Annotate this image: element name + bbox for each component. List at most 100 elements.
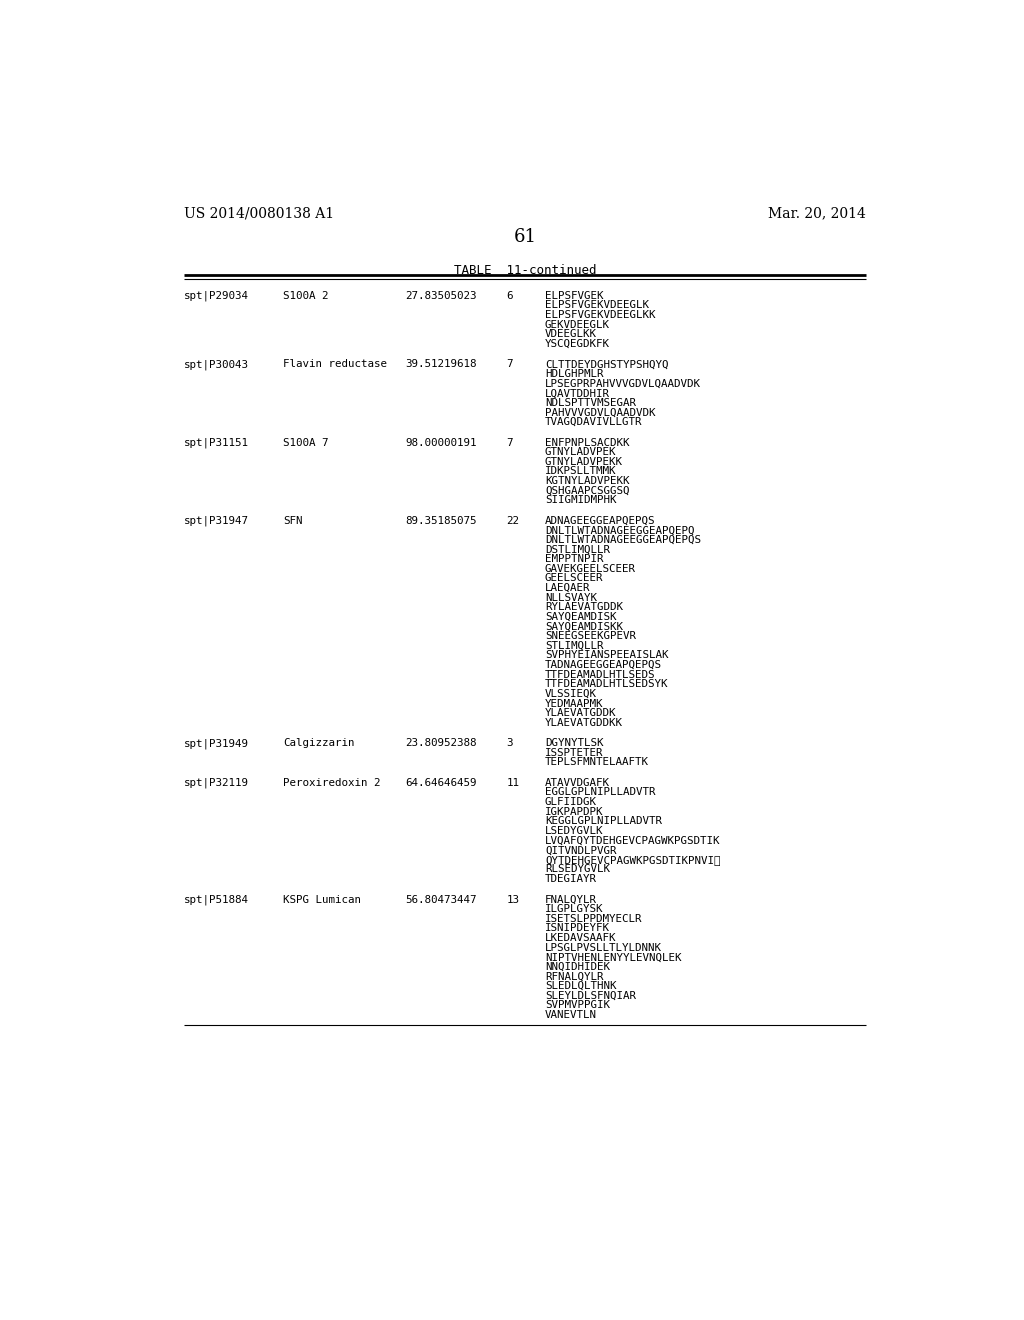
- Text: CLTTDEYDGHSTYPSHQYQ: CLTTDEYDGHSTYPSHQYQ: [545, 359, 669, 370]
- Text: TADNAGEEGGEAPQEPQS: TADNAGEEGGEAPQEPQS: [545, 660, 662, 671]
- Text: HDLGHPMLR: HDLGHPMLR: [545, 370, 603, 379]
- Text: TABLE  11-continued: TABLE 11-continued: [454, 264, 596, 277]
- Text: LQAVTDDHIR: LQAVTDDHIR: [545, 388, 610, 399]
- Text: VLSSIEQK: VLSSIEQK: [545, 689, 597, 698]
- Text: ELPSFVGEKVDEEGLKK: ELPSFVGEKVDEEGLKK: [545, 310, 655, 319]
- Text: DSTLIMQLLR: DSTLIMQLLR: [545, 545, 610, 554]
- Text: GTNYLADVPEK: GTNYLADVPEK: [545, 447, 616, 457]
- Text: DNLTLWTADNAGEEGGEAPQEPQS: DNLTLWTADNAGEEGGEAPQEPQS: [545, 535, 701, 545]
- Text: TVAGQDAVIVLLGTR: TVAGQDAVIVLLGTR: [545, 417, 642, 428]
- Text: FNALQYLR: FNALQYLR: [545, 895, 597, 904]
- Text: 61: 61: [513, 227, 537, 246]
- Text: spt|P31151: spt|P31151: [183, 437, 249, 447]
- Text: ISETSLPPDMYECLR: ISETSLPPDMYECLR: [545, 913, 642, 924]
- Text: Peroxiredoxin 2: Peroxiredoxin 2: [283, 777, 381, 788]
- Text: YSCQEGDKFK: YSCQEGDKFK: [545, 339, 610, 348]
- Text: 22: 22: [506, 516, 519, 525]
- Text: ELPSFVGEKVDEEGLK: ELPSFVGEKVDEEGLK: [545, 301, 649, 310]
- Text: 23.80952388: 23.80952388: [406, 738, 477, 748]
- Text: spt|P31949: spt|P31949: [183, 738, 249, 748]
- Text: LAEQAER: LAEQAER: [545, 583, 591, 593]
- Text: ADNAGEEGGEAPQEPQS: ADNAGEEGGEAPQEPQS: [545, 516, 655, 525]
- Text: TEPLSFMNTELAAFTK: TEPLSFMNTELAAFTK: [545, 758, 649, 767]
- Text: ELPSFVGEK: ELPSFVGEK: [545, 290, 603, 301]
- Text: GEKVDEEGLK: GEKVDEEGLK: [545, 319, 610, 330]
- Text: GEELSCEER: GEELSCEER: [545, 573, 603, 583]
- Text: Calgizzarin: Calgizzarin: [283, 738, 354, 748]
- Text: RFNALQYLR: RFNALQYLR: [545, 972, 603, 982]
- Text: DNLTLWTADNAGEEGGEAPQEPQ: DNLTLWTADNAGEEGGEAPQEPQ: [545, 525, 694, 536]
- Text: SLEDLQLTHNK: SLEDLQLTHNK: [545, 981, 616, 991]
- Text: KSPG Lumican: KSPG Lumican: [283, 895, 361, 904]
- Text: 89.35185075: 89.35185075: [406, 516, 477, 525]
- Text: spt|P51884: spt|P51884: [183, 895, 249, 906]
- Text: spt|P30043: spt|P30043: [183, 359, 249, 370]
- Text: ENFPNPLSACDKK: ENFPNPLSACDKK: [545, 437, 630, 447]
- Text: NIPTVHENLENYYLEVNQLEK: NIPTVHENLENYYLEVNQLEK: [545, 952, 681, 962]
- Text: Flavin reductase: Flavin reductase: [283, 359, 387, 370]
- Text: IGKPAPDPK: IGKPAPDPK: [545, 807, 603, 817]
- Text: 27.83505023: 27.83505023: [406, 290, 477, 301]
- Text: SVPMVPPGIK: SVPMVPPGIK: [545, 1001, 610, 1010]
- Text: 11: 11: [506, 777, 519, 788]
- Text: STLIMQLLR: STLIMQLLR: [545, 640, 603, 651]
- Text: spt|P32119: spt|P32119: [183, 777, 249, 788]
- Text: VANEVTLN: VANEVTLN: [545, 1010, 597, 1020]
- Text: LPSEGPRPAHVVVGDVLQAADVDK: LPSEGPRPAHVVVGDVLQAADVDK: [545, 379, 701, 388]
- Text: ILGPLGYSK: ILGPLGYSK: [545, 904, 603, 915]
- Text: GLFIIDGK: GLFIIDGK: [545, 797, 597, 807]
- Text: SFN: SFN: [283, 516, 302, 525]
- Text: ATAVVDGAFK: ATAVVDGAFK: [545, 777, 610, 788]
- Text: 98.00000191: 98.00000191: [406, 437, 477, 447]
- Text: NLLSVAYK: NLLSVAYK: [545, 593, 597, 603]
- Text: S100A 7: S100A 7: [283, 437, 329, 447]
- Text: IDKPSLLTMMK: IDKPSLLTMMK: [545, 466, 616, 477]
- Text: TTFDEAMADLHTLSEDS: TTFDEAMADLHTLSEDS: [545, 669, 655, 680]
- Text: TDEGIAYR: TDEGIAYR: [545, 874, 597, 884]
- Text: LPSGLPVSLLТLYLDNNK: LPSGLPVSLLТLYLDNNK: [545, 942, 662, 953]
- Text: ISNIPDEYFK: ISNIPDEYFK: [545, 924, 610, 933]
- Text: 39.51219618: 39.51219618: [406, 359, 477, 370]
- Text: TTFDEAMADLHTLSEDSYK: TTFDEAMADLHTLSEDSYK: [545, 680, 669, 689]
- Text: KEGGLGPLNIPLLADVTR: KEGGLGPLNIPLLADVTR: [545, 816, 662, 826]
- Text: 56.80473447: 56.80473447: [406, 895, 477, 904]
- Text: NDLSPTTVMSEGAR: NDLSPTTVMSEGAR: [545, 397, 636, 408]
- Text: Mar. 20, 2014: Mar. 20, 2014: [768, 206, 866, 220]
- Text: LSEDYGVLK: LSEDYGVLK: [545, 826, 603, 836]
- Text: GAVEKGEELSCEER: GAVEKGEELSCEER: [545, 564, 636, 574]
- Text: QSHGAAPCSGGSQ: QSHGAAPCSGGSQ: [545, 486, 630, 495]
- Text: DGYNYTLSK: DGYNYTLSK: [545, 738, 603, 748]
- Text: PAHVVVGDVLQAADVDK: PAHVVVGDVLQAADVDK: [545, 408, 655, 417]
- Text: ISSPTETER: ISSPTETER: [545, 748, 603, 758]
- Text: SIIGMIDMPHK: SIIGMIDMPHK: [545, 495, 616, 506]
- Text: SAYQEAMDISK: SAYQEAMDISK: [545, 612, 616, 622]
- Text: S100A 2: S100A 2: [283, 290, 329, 301]
- Text: EGGLGPLNIPLLADVTR: EGGLGPLNIPLLADVTR: [545, 788, 655, 797]
- Text: NNQIDHIDEK: NNQIDHIDEK: [545, 962, 610, 972]
- Text: 6: 6: [506, 290, 513, 301]
- Text: 13: 13: [506, 895, 519, 904]
- Text: SVPHYEIANSPEEAISLAK: SVPHYEIANSPEEAISLAK: [545, 651, 669, 660]
- Text: RYLAEVATGDDK: RYLAEVATGDDK: [545, 602, 623, 612]
- Text: spt|P29034: spt|P29034: [183, 290, 249, 301]
- Text: GTNYLADVPEKK: GTNYLADVPEKK: [545, 457, 623, 467]
- Text: YLAEVATGDDK: YLAEVATGDDK: [545, 708, 616, 718]
- Text: SNEEGSEEKGPEVR: SNEEGSEEKGPEVR: [545, 631, 636, 642]
- Text: VDEEGLKK: VDEEGLKK: [545, 330, 597, 339]
- Text: LVQAFQYTDEHGEVCPAGWKPGSDTIK: LVQAFQYTDEHGEVCPAGWKPGSDTIK: [545, 836, 721, 846]
- Text: US 2014/0080138 A1: US 2014/0080138 A1: [183, 206, 334, 220]
- Text: 64.64646459: 64.64646459: [406, 777, 477, 788]
- Text: 7: 7: [506, 359, 513, 370]
- Text: SLEYLDLSFNQIAR: SLEYLDLSFNQIAR: [545, 991, 636, 1001]
- Text: 7: 7: [506, 437, 513, 447]
- Text: YEDMAAPMK: YEDMAAPMK: [545, 698, 603, 709]
- Text: YLAEVATGDDKK: YLAEVATGDDKK: [545, 718, 623, 727]
- Text: RLSEDYGVLK: RLSEDYGVLK: [545, 865, 610, 874]
- Text: 3: 3: [506, 738, 513, 748]
- Text: QYTDEHGEVCPAGWKPGSDTIKPNVIⓡ: QYTDEHGEVCPAGWKPGSDTIKPNVIⓡ: [545, 855, 721, 865]
- Text: QITVNDLPVGR: QITVNDLPVGR: [545, 845, 616, 855]
- Text: SAYQEAMDISKK: SAYQEAMDISKK: [545, 622, 623, 631]
- Text: EMPPTNPIR: EMPPTNPIR: [545, 554, 603, 564]
- Text: LKEDAVSAAFK: LKEDAVSAAFK: [545, 933, 616, 942]
- Text: KGTNYLADVPEKK: KGTNYLADVPEKK: [545, 477, 630, 486]
